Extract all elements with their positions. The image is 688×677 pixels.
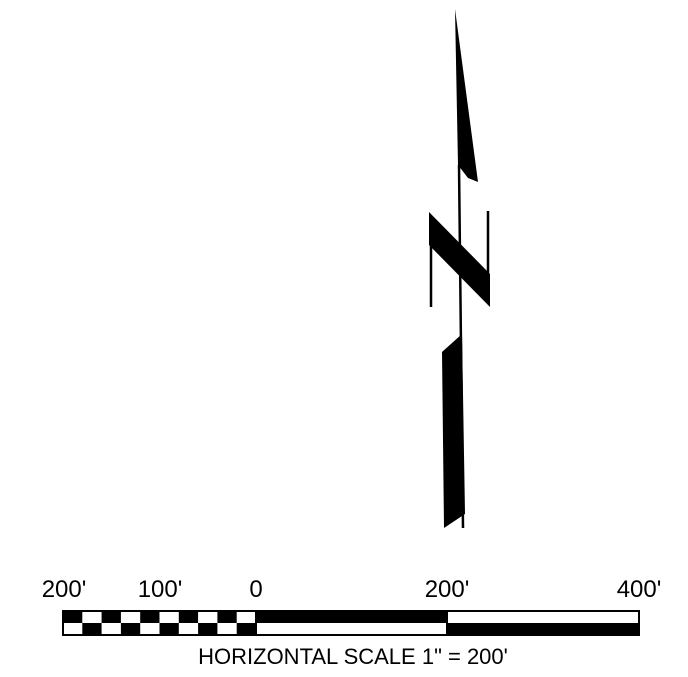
scale-label-200-right: 200'	[425, 576, 470, 603]
scale-bar-checker-cell	[101, 623, 122, 635]
scale-bar-checkered-segment	[63, 611, 257, 635]
north-arrow-tail	[442, 334, 465, 528]
north-arrow-icon	[429, 9, 490, 529]
north-letter-n	[429, 211, 490, 307]
scale-label-200-left: 200'	[42, 576, 87, 603]
scale-label-400: 400'	[617, 576, 662, 603]
scale-bar-checker-cell	[140, 623, 160, 635]
scale-bar	[62, 610, 640, 636]
scale-bar-frame	[62, 610, 640, 636]
scale-bar-checker-cell	[236, 611, 257, 623]
scale-bar-checker-cell	[198, 623, 218, 635]
scale-bar-checker-cell	[217, 623, 237, 635]
north-arrow-head	[455, 9, 478, 182]
scale-bar-checker-cell	[178, 623, 199, 635]
scale-label-0: 0	[249, 576, 262, 603]
scale-bar-checker-cell	[198, 611, 218, 623]
scale-bar-segment-0-200-bottom	[256, 623, 447, 635]
scale-bar-checker-cell	[140, 611, 160, 623]
scale-bar-checker-cell	[120, 611, 141, 623]
scale-bar-checker-cell	[159, 623, 180, 635]
scale-bar-checker-cell	[101, 611, 122, 623]
scale-bar-checker-cell	[178, 611, 199, 623]
scale-bar-checker-cell	[159, 611, 180, 623]
scale-bar-checker-cell	[236, 623, 257, 635]
scale-label-100: 100'	[138, 576, 183, 603]
scale-bar-checker-cell	[63, 611, 83, 623]
scale-bar-checker-cell	[120, 623, 141, 635]
scale-bar-segment-200-400-top	[447, 611, 639, 623]
scale-bar-labels: 200' 100' 0 200' 400'	[42, 576, 662, 603]
scale-bar-checker-cell	[217, 611, 237, 623]
scale-bar-segment-0-200-top	[256, 611, 447, 623]
scale-bar-segment-200-400-bottom	[447, 623, 639, 635]
scale-bar-checker-cell	[82, 623, 102, 635]
scale-title: HORIZONTAL SCALE 1" = 200'	[198, 644, 508, 669]
scale-bar-checker-cell	[82, 611, 102, 623]
scale-bar-checker-cell	[63, 623, 83, 635]
